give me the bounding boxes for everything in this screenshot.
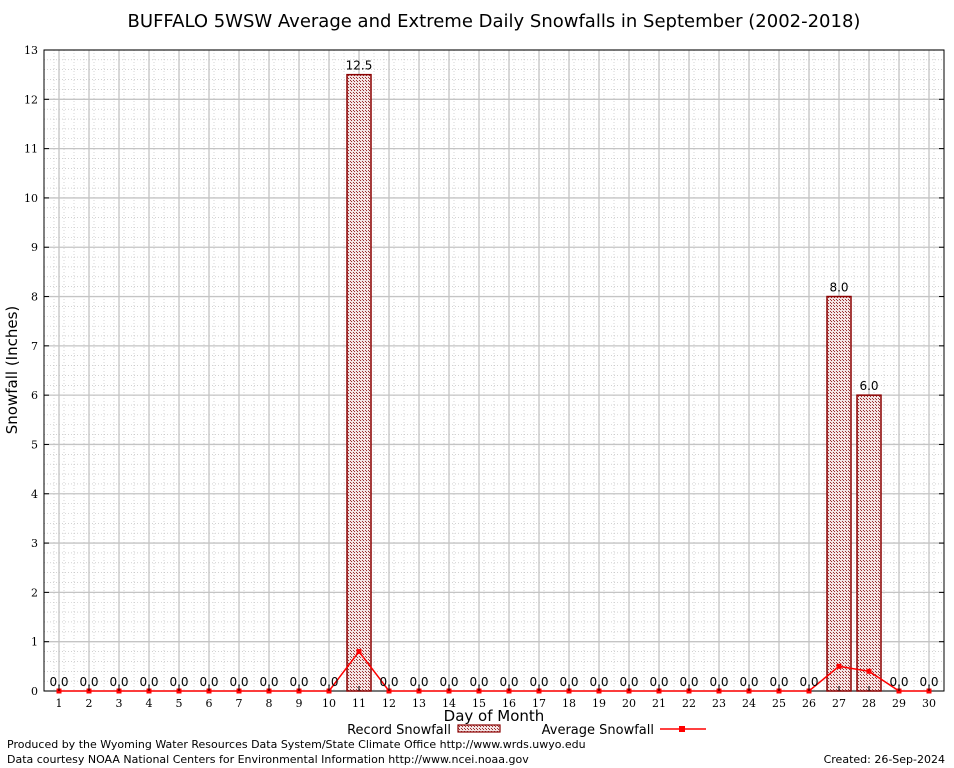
x-tick-label: 13 [412,697,426,710]
x-tick-label: 19 [592,697,606,710]
x-tick-label: 8 [266,697,273,710]
bar-value-label: 12.5 [346,59,373,73]
y-tick-label: 0 [31,685,38,698]
chart-title: BUFFALO 5WSW Average and Extreme Daily S… [128,11,861,32]
x-tick-label: 4 [146,697,153,710]
bar-value-label: 0.0 [109,675,128,689]
data-labels: 0.0 0.0 0.0 0.0 0.0 0.0 0.0 0.0 0.0 0.0 12.5 0.0 0.0… [49,59,938,689]
y-tick-label: 2 [31,586,38,599]
record-bar [856,394,882,692]
x-axis-title: Day of Month [444,707,545,725]
y-tick-label: 13 [24,44,38,57]
bar-value-label: 0.0 [499,675,518,689]
x-tick-label: 27 [832,697,846,710]
bar-value-label: 0.0 [649,675,668,689]
bar-value-label: 0.0 [379,675,398,689]
bar-value-label: 0.0 [889,675,908,689]
footer-produced-by: Produced by the Wyoming Water Resources … [7,738,586,751]
bar-value-label: 6.0 [859,379,878,393]
y-tick-label: 12 [24,93,38,106]
record-bar [826,295,852,692]
x-tick-label: 9 [296,697,303,710]
bar-value-label: 0.0 [679,675,698,689]
x-tick-label: 26 [802,697,816,710]
bar-value-label: 8.0 [829,281,848,295]
bar-value-label: 0.0 [529,675,548,689]
bar-value-label: 0.0 [589,675,608,689]
x-tick-label: 6 [206,697,213,710]
bar-value-label: 0.0 [199,675,218,689]
x-tick-label: 14 [442,697,456,710]
average-point [866,668,872,674]
bar-value-label: 0.0 [769,675,788,689]
y-tick-label: 11 [24,143,38,156]
bar-value-label: 0.0 [289,675,308,689]
x-tick-label: 18 [562,697,576,710]
bar-value-label: 0.0 [799,675,818,689]
y-tick-label: 6 [31,389,38,402]
legend-record-label: Record Snowfall [347,723,451,738]
legend-average-label: Average Snowfall [542,723,654,738]
x-tick-label: 7 [236,697,243,710]
bar-value-label: 0.0 [409,675,428,689]
x-tick-label: 23 [712,697,726,710]
y-tick-label: 4 [31,488,38,501]
x-tick-label: 5 [176,697,183,710]
y-tick-label: 8 [31,291,38,304]
average-point [836,663,842,669]
x-tick-label: 12 [382,697,396,710]
x-tick-label: 29 [892,697,906,710]
bar-value-label: 0.0 [169,675,188,689]
bar-value-label: 0.0 [559,675,578,689]
bar-value-label: 0.0 [709,675,728,689]
y-tick-label: 1 [31,636,38,649]
bar-value-label: 0.0 [439,675,458,689]
record-bars [346,73,882,692]
y-tick-label: 3 [31,537,38,550]
x-tick-label: 11 [352,697,366,710]
x-tick-label: 25 [772,697,786,710]
x-tick-label: 2 [86,697,93,710]
x-tick-label: 1 [56,697,63,710]
y-tick-label: 10 [24,192,38,205]
y-tick-label: 5 [31,438,38,451]
x-tick-label: 10 [322,697,336,710]
footer-data-courtesy: Data courtesy NOAA National Centers for … [7,753,529,766]
plot-grid [43,49,945,692]
y-tick-label: 7 [31,340,38,353]
bar-value-label: 0.0 [619,675,638,689]
x-tick-label: 17 [532,697,546,710]
legend-average-marker [679,726,685,732]
bar-value-label: 0.0 [919,675,938,689]
bar-value-label: 0.0 [79,675,98,689]
average-point [356,649,362,655]
x-tick-label: 30 [922,697,936,710]
x-tick-label: 28 [862,697,876,710]
x-tick-label: 22 [682,697,696,710]
y-axis-title: Snowfall (Inches) [3,306,21,434]
x-tick-label: 24 [742,697,756,710]
bar-value-label: 0.0 [469,675,488,689]
bar-value-label: 0.0 [259,675,278,689]
x-tick-label: 15 [472,697,486,710]
bar-value-label: 0.0 [139,675,158,689]
y-tick-label: 9 [31,241,38,254]
x-tick-label: 20 [622,697,636,710]
record-bar [346,73,372,692]
bar-value-label: 0.0 [319,675,338,689]
x-tick-label: 3 [116,697,123,710]
bar-value-label: 0.0 [229,675,248,689]
average-polyline [59,650,929,692]
legend-record-swatch [457,724,501,733]
bar-value-label: 0.0 [49,675,68,689]
footer-created-date: Created: 26-Sep-2024 [824,753,945,766]
x-tick-label: 16 [502,697,516,710]
legend: Record Snowfall Average Snowfall [347,723,706,738]
x-tick-label: 21 [652,697,666,710]
bar-value-label: 0.0 [739,675,758,689]
